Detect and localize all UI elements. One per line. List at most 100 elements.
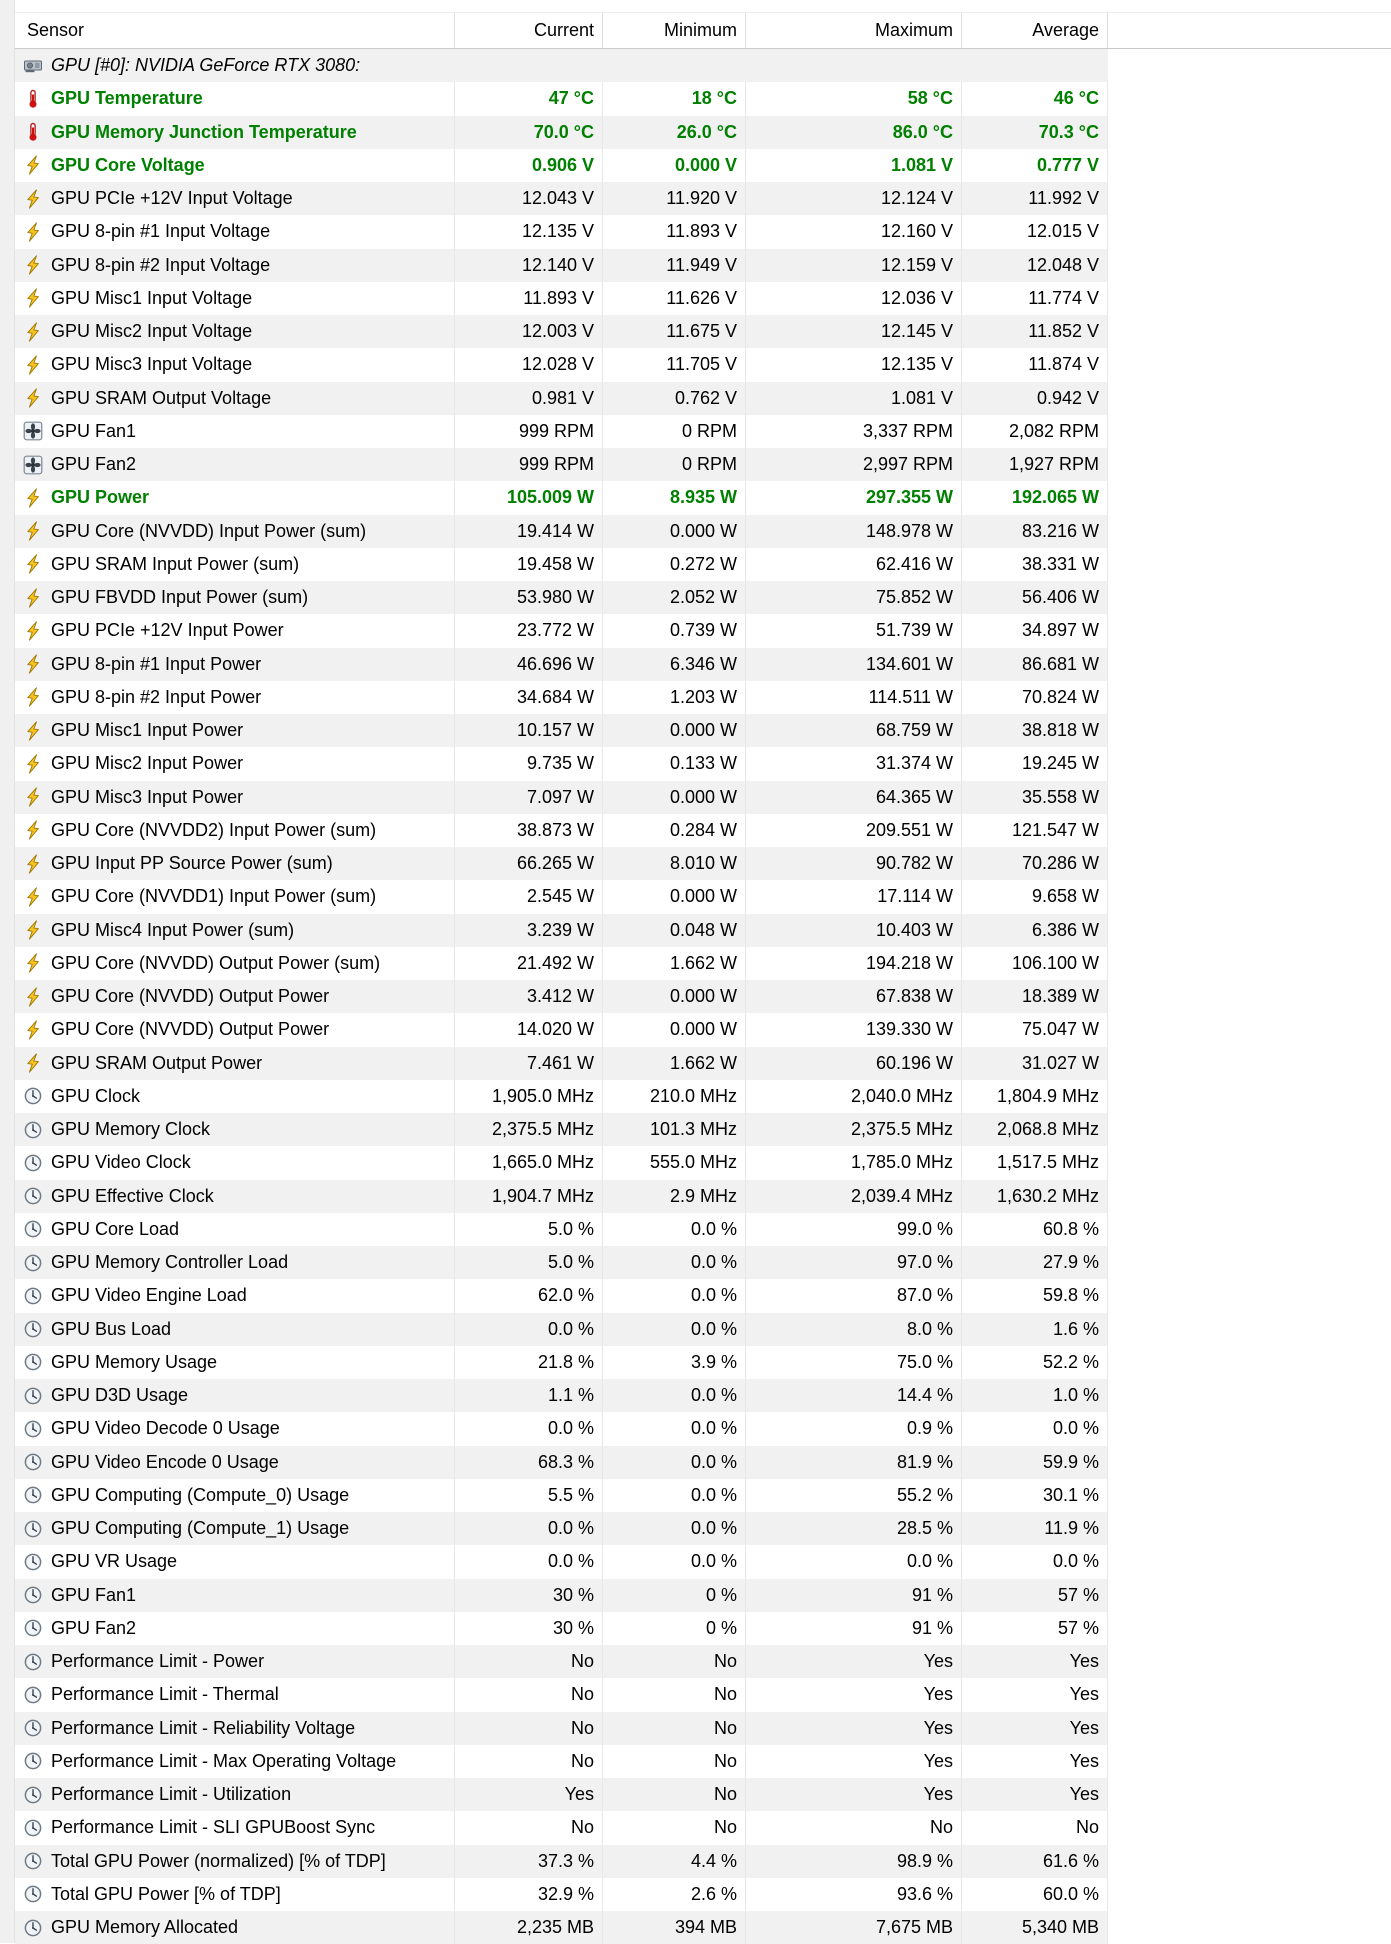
maximum-value: 12.145 V [746,315,962,348]
sensor-row[interactable]: GPU Memory Clock 2,375.5 MHz 101.3 MHz 2… [15,1113,1108,1146]
sensor-group-label: GPU [#0]: NVIDIA GeForce RTX 3080: [51,55,360,76]
sensor-rows: GPU Temperature 47 °C 18 °C 58 °C 46 °C … [15,82,1391,1944]
sensor-row[interactable]: GPU Core (NVVDD) Output Power 3.412 W 0.… [15,980,1108,1013]
sensor-label: GPU Misc3 Input Power [51,787,243,808]
lightning-icon [23,521,43,541]
sensor-row[interactable]: GPU Memory Controller Load 5.0 % 0.0 % 9… [15,1246,1108,1279]
average-value: Yes [962,1745,1108,1778]
sensor-group-header[interactable]: GPU [#0]: NVIDIA GeForce RTX 3080: [15,49,1108,82]
clock-icon [23,1286,43,1306]
current-value: 14.020 W [455,1013,603,1046]
sensor-row[interactable]: GPU Video Encode 0 Usage 68.3 % 0.0 % 81… [15,1446,1108,1479]
sensor-row[interactable]: Performance Limit - Reliability Voltage … [15,1712,1108,1745]
sensor-row[interactable]: GPU Memory Allocated 2,235 MB 394 MB 7,6… [15,1911,1108,1944]
sensor-row[interactable]: GPU 8-pin #2 Input Power 34.684 W 1.203 … [15,681,1108,714]
sensor-row[interactable]: Total GPU Power [% of TDP] 32.9 % 2.6 % … [15,1878,1108,1911]
current-value: 7.461 W [455,1047,603,1080]
sensor-row[interactable]: GPU Misc1 Input Power 10.157 W 0.000 W 6… [15,714,1108,747]
lightning-icon [23,754,43,774]
sensor-row[interactable]: GPU Misc4 Input Power (sum) 3.239 W 0.04… [15,914,1108,947]
column-header-average[interactable]: Average [962,13,1108,48]
sensor-row[interactable]: GPU Core (NVVDD) Output Power (sum) 21.4… [15,947,1108,980]
column-header-maximum[interactable]: Maximum [746,13,962,48]
sensor-row[interactable]: Performance Limit - Thermal No No Yes Ye… [15,1678,1108,1711]
sensor-row[interactable]: GPU Misc2 Input Power 9.735 W 0.133 W 31… [15,747,1108,780]
sensor-row[interactable]: GPU Clock 1,905.0 MHz 210.0 MHz 2,040.0 … [15,1080,1108,1113]
sensor-row[interactable]: GPU PCIe +12V Input Power 23.772 W 0.739… [15,614,1108,647]
clock-icon [23,1419,43,1439]
sensor-row[interactable]: GPU Core (NVVDD) Input Power (sum) 19.41… [15,515,1108,548]
minimum-value: 8.935 W [603,481,746,514]
sensor-row[interactable]: GPU Temperature 47 °C 18 °C 58 °C 46 °C [15,82,1108,115]
sensor-row[interactable]: GPU Video Engine Load 62.0 % 0.0 % 87.0 … [15,1279,1108,1312]
average-value: 30.1 % [962,1479,1108,1512]
sensor-row[interactable]: GPU Misc2 Input Voltage 12.003 V 11.675 … [15,315,1108,348]
sensor-row[interactable]: GPU PCIe +12V Input Voltage 12.043 V 11.… [15,182,1108,215]
sensor-row[interactable]: GPU 8-pin #2 Input Voltage 12.140 V 11.9… [15,249,1108,282]
current-value: No [455,1645,603,1678]
average-value: 57 % [962,1612,1108,1645]
sensor-row[interactable]: GPU Input PP Source Power (sum) 66.265 W… [15,847,1108,880]
maximum-value: 86.0 °C [746,116,962,149]
sensor-row[interactable]: GPU Core (NVVDD) Output Power 14.020 W 0… [15,1013,1108,1046]
sensor-row[interactable]: GPU SRAM Input Power (sum) 19.458 W 0.27… [15,548,1108,581]
sensor-row[interactable]: GPU FBVDD Input Power (sum) 53.980 W 2.0… [15,581,1108,614]
average-value: 11.774 V [962,282,1108,315]
sensor-label: GPU Core (NVVDD1) Input Power (sum) [51,886,376,907]
sensor-row[interactable]: GPU Misc3 Input Voltage 12.028 V 11.705 … [15,348,1108,381]
sensor-row[interactable]: GPU SRAM Output Power 7.461 W 1.662 W 60… [15,1047,1108,1080]
sensor-row[interactable]: GPU 8-pin #1 Input Power 46.696 W 6.346 … [15,648,1108,681]
clock-icon [23,1452,43,1472]
minimum-value: 0 % [603,1612,746,1645]
sensor-row[interactable]: GPU Power 105.009 W 8.935 W 297.355 W 19… [15,481,1108,514]
minimum-value: 11.893 V [603,215,746,248]
minimum-value: 0 % [603,1579,746,1612]
maximum-value: 55.2 % [746,1479,962,1512]
sensor-row[interactable]: GPU Computing (Compute_1) Usage 0.0 % 0.… [15,1512,1108,1545]
sensor-row[interactable]: Total GPU Power (normalized) [% of TDP] … [15,1845,1108,1878]
clock-icon [23,1186,43,1206]
current-value: 10.157 W [455,714,603,747]
minimum-value: 11.920 V [603,182,746,215]
sensor-row[interactable]: GPU SRAM Output Voltage 0.981 V 0.762 V … [15,382,1108,415]
maximum-value: 17.114 W [746,880,962,913]
minimum-value: 0.0 % [603,1379,746,1412]
sensor-row[interactable]: GPU Fan2 30 % 0 % 91 % 57 % [15,1612,1108,1645]
sensor-row[interactable]: GPU Core Voltage 0.906 V 0.000 V 1.081 V… [15,149,1108,182]
sensor-row[interactable]: GPU Memory Junction Temperature 70.0 °C … [15,116,1108,149]
sensor-row[interactable]: GPU Fan1 30 % 0 % 91 % 57 % [15,1579,1108,1612]
clock-icon [23,1685,43,1705]
sensor-row[interactable]: GPU D3D Usage 1.1 % 0.0 % 14.4 % 1.0 % [15,1379,1108,1412]
sensor-row[interactable]: GPU Effective Clock 1,904.7 MHz 2.9 MHz … [15,1180,1108,1213]
average-value: 1,927 RPM [962,448,1108,481]
clock-icon [23,1319,43,1339]
sensor-row[interactable]: GPU Misc3 Input Power 7.097 W 0.000 W 64… [15,781,1108,814]
column-header-minimum[interactable]: Minimum [603,13,746,48]
current-value: 1.1 % [455,1379,603,1412]
minimum-value: No [603,1678,746,1711]
sensor-row[interactable]: GPU Video Decode 0 Usage 0.0 % 0.0 % 0.9… [15,1412,1108,1445]
minimum-value: No [603,1745,746,1778]
sensor-row[interactable]: GPU Core Load 5.0 % 0.0 % 99.0 % 60.8 % [15,1213,1108,1246]
sensor-row[interactable]: Performance Limit - SLI GPUBoost Sync No… [15,1811,1108,1844]
sensor-row[interactable]: GPU 8-pin #1 Input Voltage 12.135 V 11.8… [15,215,1108,248]
sensor-row[interactable]: GPU Computing (Compute_0) Usage 5.5 % 0.… [15,1479,1108,1512]
sensor-row[interactable]: GPU Video Clock 1,665.0 MHz 555.0 MHz 1,… [15,1146,1108,1179]
average-value: Yes [962,1778,1108,1811]
sensor-row[interactable]: GPU Fan2 999 RPM 0 RPM 2,997 RPM 1,927 R… [15,448,1108,481]
sensor-row[interactable]: GPU Core (NVVDD2) Input Power (sum) 38.8… [15,814,1108,847]
average-value: 11.874 V [962,348,1108,381]
sensor-row[interactable]: GPU Misc1 Input Voltage 11.893 V 11.626 … [15,282,1108,315]
average-value: 5,340 MB [962,1911,1108,1944]
sensor-row[interactable]: GPU VR Usage 0.0 % 0.0 % 0.0 % 0.0 % [15,1545,1108,1578]
sensor-row[interactable]: Performance Limit - Power No No Yes Yes [15,1645,1108,1678]
column-header-current[interactable]: Current [455,13,603,48]
sensor-row[interactable]: Performance Limit - Utilization Yes No Y… [15,1778,1108,1811]
sensor-row[interactable]: GPU Core (NVVDD1) Input Power (sum) 2.54… [15,880,1108,913]
sensor-row[interactable]: GPU Bus Load 0.0 % 0.0 % 8.0 % 1.6 % [15,1313,1108,1346]
window-left-gutter [0,0,15,1943]
column-header-sensor[interactable]: Sensor [15,13,455,48]
sensor-row[interactable]: Performance Limit - Max Operating Voltag… [15,1745,1108,1778]
sensor-row[interactable]: GPU Fan1 999 RPM 0 RPM 3,337 RPM 2,082 R… [15,415,1108,448]
sensor-row[interactable]: GPU Memory Usage 21.8 % 3.9 % 75.0 % 52.… [15,1346,1108,1379]
